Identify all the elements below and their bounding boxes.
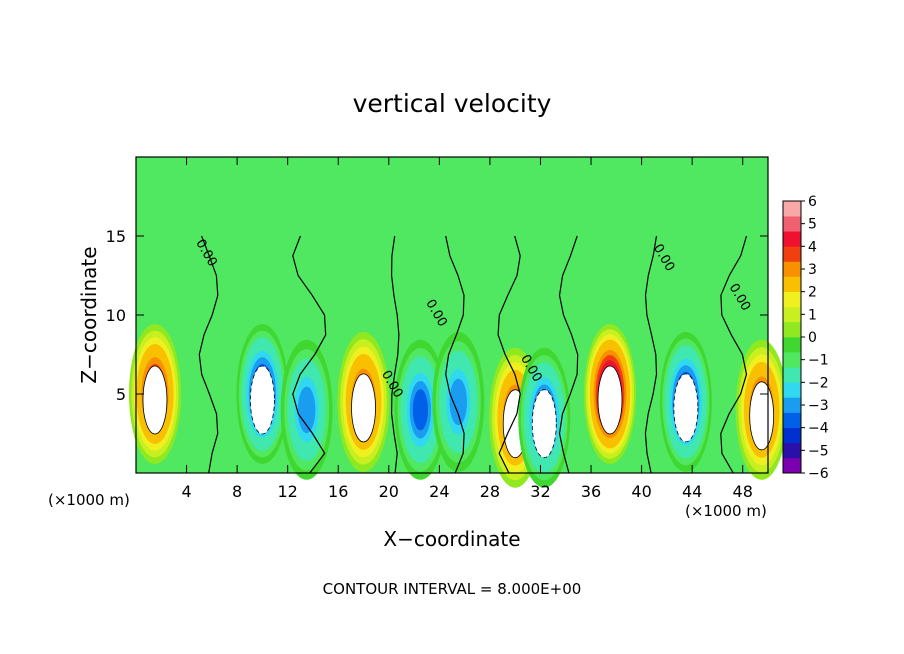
zero-contour-line [390,235,400,474]
x-tick-label: 24 [429,482,449,501]
velocity-core-contour [531,389,557,459]
colorbar-swatch [783,261,801,277]
x-tick-label: 4 [181,482,191,501]
x-axis-label: X−coordinate [383,527,520,551]
colorbar-swatch [783,276,801,292]
colorbar-swatch [783,367,801,383]
colorbar-swatch [783,216,801,232]
y-tick-label: 10 [106,306,126,325]
x-axis: 4 8 12 16 20 24 28 32 36 40 44 48 [181,157,753,501]
x-unit-right: (×1000 m) [685,502,767,520]
velocity-level [412,389,428,431]
x-tick-label: 40 [631,482,651,501]
velocity-level [449,378,468,426]
chart-title: vertical velocity [353,89,552,118]
y-axis: 5 10 15 [106,227,768,404]
colorbar-tick-label: −2 [808,375,829,391]
velocity-cell [518,347,571,488]
velocity-core-contour [351,373,376,443]
colorbar-swatch [783,321,801,338]
velocity-cell [236,324,289,464]
velocity-cell [584,324,636,464]
velocity-core [673,373,698,442]
velocity-cell [128,324,181,464]
velocity-cell [735,339,788,480]
zero-contour-line [445,235,465,474]
velocity-core-contour [142,365,168,435]
velocity-core-contour [749,381,775,451]
colorbar-swatch [783,427,801,444]
x-tick-label: 8 [232,482,242,501]
velocity-core-contour [673,373,699,443]
x-tick-label: 48 [733,482,753,501]
x-tick-label: 32 [530,482,550,501]
colorbar-swatch [783,246,801,262]
colorbar-tick-label: −6 [808,466,829,482]
colorbar-tick-label: 5 [808,217,817,233]
colorbar-swatch [783,306,801,323]
colorbar: 6 5 4 3 2 1 0 −1 −2 −3 −4 −5 −6 [782,194,829,482]
colorbar-swatch [783,291,801,308]
x-tick-label: 16 [328,482,348,501]
zero-contour-line [644,235,658,474]
velocity-cell [280,339,333,480]
velocity-core [532,389,557,458]
colorbar-swatch [783,201,801,217]
y-tick-label: 15 [106,227,126,246]
x-tick-label: 28 [480,482,500,501]
colorbar-tick-label: −1 [808,353,829,369]
velocity-core-contour [249,365,275,435]
velocity-core [250,366,275,434]
x-tick-label: 20 [379,482,399,501]
velocity-cell [337,331,390,472]
x-tick-label: 12 [278,482,298,501]
zero-contour-line [292,235,327,474]
plot-area: 0.000.000.000.000.000.00 4 8 12 16 20 24 28 32 3… [106,156,788,501]
x-unit-left: (×1000 m) [48,491,130,509]
velocity-core-contour [597,365,623,435]
zero-contour-line [720,235,748,474]
colorbar-swatch [783,397,801,413]
velocity-field [128,324,788,488]
colorbar-tick-label: −5 [808,443,829,459]
velocity-level [297,386,316,434]
colorbar-tick-label: 0 [808,330,817,346]
velocity-cell [394,339,447,480]
colorbar-tick-label: −4 [808,421,829,437]
velocity-core [351,373,376,442]
colorbar-tick-label: 2 [808,285,817,301]
colorbar-tick-label: 4 [808,239,817,255]
y-axis-label: Z−coordinate [77,246,101,383]
colorbar-swatch [783,442,801,459]
velocity-cell [659,331,712,472]
velocity-core [142,366,167,434]
colorbar-swatch [783,231,801,247]
zero-contours [198,235,748,474]
colorbar-swatch [783,457,801,474]
colorbar-swatch [783,337,801,353]
colorbar-tick-label: −3 [808,398,829,414]
colorbar-tick-label: 1 [808,307,817,323]
x-tick-label: 44 [682,482,702,501]
colorbar-tick-label: 3 [808,262,817,278]
contour-interval-note: CONTOUR INTERVAL = 8.000E+00 [323,580,582,598]
zero-contour-line [497,235,521,474]
zero-contour-line [198,235,219,474]
colorbar-swatch [783,412,801,428]
y-tick-label: 5 [116,385,126,404]
x-tick-label: 36 [581,482,601,501]
velocity-cell [432,331,485,472]
colorbar-swatch [783,382,801,398]
colorbar-swatch [783,352,801,368]
zero-contour-line [558,235,579,474]
velocity-core [598,366,622,434]
colorbar-tick-label: 6 [808,194,817,210]
